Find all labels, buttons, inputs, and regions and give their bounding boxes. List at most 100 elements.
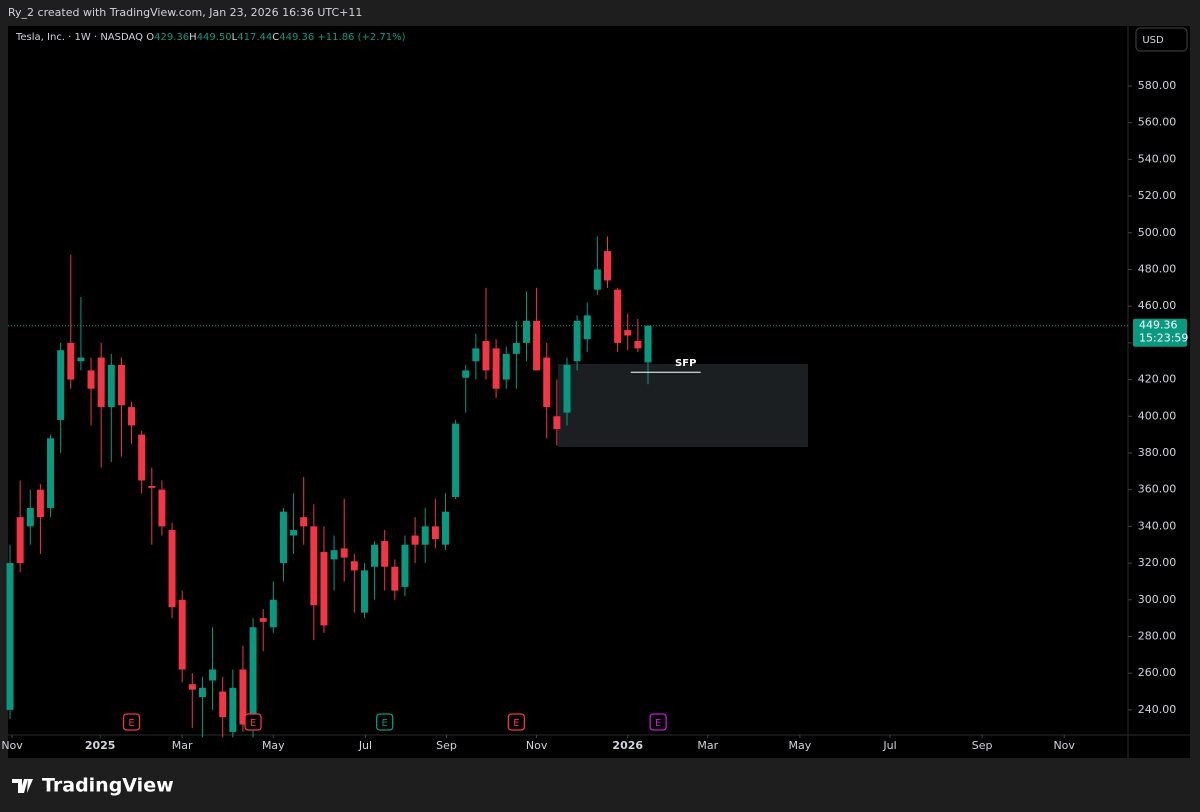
y-tick-label: 560.00 (1138, 116, 1177, 129)
candle-body (573, 320, 581, 362)
candle-body (67, 342, 75, 380)
candle-body (502, 353, 510, 380)
candle-body (158, 489, 166, 527)
candle-body (188, 684, 196, 690)
legend-key: C (272, 32, 279, 43)
y-tick-label: 340.00 (1138, 519, 1177, 532)
candle-body (178, 599, 186, 670)
x-tick-label: Sep (436, 739, 457, 752)
x-tick-label: Nov (526, 739, 548, 752)
y-tick-label: 400.00 (1138, 409, 1177, 422)
candle-body (87, 370, 95, 389)
candle-body (522, 320, 530, 343)
candle-body (452, 423, 460, 498)
candle-body (97, 357, 105, 408)
legend-symbol: Tesla, Inc. · 1W · NASDAQ (15, 32, 143, 43)
candle-body (563, 364, 571, 413)
candle-body (543, 357, 551, 408)
candle-body (16, 517, 24, 564)
candle-body (391, 566, 399, 591)
y-tick-label: 500.00 (1138, 226, 1177, 239)
candle-body (209, 669, 217, 681)
y-tick-label: 540.00 (1138, 152, 1177, 165)
event-marker (507, 713, 526, 731)
x-tick-label: Nov (1053, 739, 1075, 752)
candle-body (462, 370, 470, 378)
event-marker (244, 713, 262, 731)
candle-body (624, 330, 632, 336)
currency-button[interactable] (1135, 27, 1188, 52)
legend-value: 417.44 (237, 32, 272, 43)
y-tick-label: 460.00 (1138, 299, 1177, 312)
candle-body (330, 550, 338, 560)
x-tick-label: 2025 (85, 739, 116, 752)
legend-key: O (146, 32, 154, 43)
candle-body (279, 511, 287, 564)
candle-body (644, 325, 652, 363)
candle-body (47, 438, 55, 509)
candle-body (553, 416, 561, 430)
candle-body (290, 530, 298, 536)
event-label: E (655, 718, 661, 729)
legend-key: L (232, 32, 238, 43)
x-tick-label: Sep (972, 739, 993, 752)
logo: TradingView (12, 775, 174, 797)
candle-body (219, 691, 227, 718)
candle-body (441, 511, 449, 545)
candle-body (421, 526, 429, 545)
event-marker (649, 713, 667, 731)
candle-body (603, 251, 611, 281)
event-label: E (513, 718, 519, 729)
candle-body (57, 350, 65, 420)
legend-value: 449.36 (279, 32, 314, 43)
candle-body (360, 570, 368, 613)
candle-body (259, 618, 267, 622)
candle-body (411, 535, 419, 545)
y-tick-label: 260.00 (1138, 666, 1177, 679)
candle-body (533, 320, 541, 371)
candle-body (310, 526, 318, 606)
candle-body (482, 341, 490, 371)
candle-body (634, 341, 642, 349)
legend-value: 429.36 (154, 32, 189, 43)
candle-body (472, 348, 480, 362)
y-tick-label: 360.00 (1138, 483, 1177, 496)
y-tick-label: 480.00 (1138, 262, 1177, 275)
x-tick-label: 2026 (612, 739, 643, 752)
logo-icon (12, 779, 33, 793)
x-tick-label: Mar (172, 739, 193, 752)
candle-body (26, 508, 34, 527)
y-tick-label: 240.00 (1138, 703, 1177, 716)
candle-body (107, 364, 115, 408)
brand: TradingView (42, 775, 174, 797)
candle-body (371, 544, 379, 567)
legend-value: 449.50 (197, 32, 232, 43)
annotation-label: SFP (675, 358, 696, 369)
candle-body (117, 364, 125, 406)
candle-body (229, 687, 237, 732)
credit: Ry_2 created with TradingView.com, Jan 2… (8, 6, 362, 19)
candle-body (6, 563, 14, 710)
candle-body (350, 561, 358, 571)
price-tag-value: 449.36 (1139, 319, 1178, 332)
y-tick-label: 280.00 (1138, 629, 1177, 642)
x-tick-label: Jul (882, 739, 896, 752)
event-label: E (382, 718, 388, 729)
x-tick-label: Mar (697, 739, 718, 752)
candle-body (492, 348, 500, 389)
price-tag (1133, 318, 1187, 347)
zone (557, 363, 808, 447)
candle-body (148, 485, 156, 488)
candle-body (381, 541, 389, 567)
y-tick-label: 520.00 (1138, 189, 1177, 202)
legend: Tesla, Inc. · 1W · NASDAQ O429.36H449.50… (15, 32, 406, 43)
candle-body (269, 599, 277, 628)
x-tick-label: May (262, 739, 285, 752)
candle-body (593, 269, 601, 290)
candle-body (239, 669, 247, 725)
candle-body (300, 517, 308, 527)
candle-body (583, 315, 591, 340)
x-tick-label: Jul (358, 739, 372, 752)
candle-body (431, 526, 439, 540)
